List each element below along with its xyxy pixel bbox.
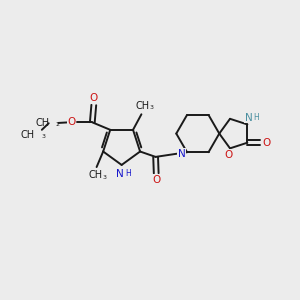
Text: CH: CH	[136, 101, 150, 111]
Text: O: O	[152, 175, 160, 185]
Text: O: O	[90, 94, 98, 103]
Text: CH: CH	[36, 118, 50, 128]
Text: H: H	[253, 113, 259, 122]
Text: CH: CH	[88, 170, 103, 180]
Text: O: O	[262, 138, 271, 148]
Text: O: O	[224, 150, 232, 160]
Text: CH: CH	[21, 130, 35, 140]
Text: N: N	[178, 149, 185, 159]
Text: 3: 3	[41, 134, 45, 139]
Text: 2: 2	[56, 122, 60, 127]
Text: O: O	[68, 117, 76, 128]
Text: N: N	[116, 169, 124, 179]
Text: N: N	[245, 113, 253, 123]
Text: 3: 3	[149, 105, 154, 110]
Text: H: H	[125, 169, 131, 178]
Text: 3: 3	[102, 175, 106, 180]
